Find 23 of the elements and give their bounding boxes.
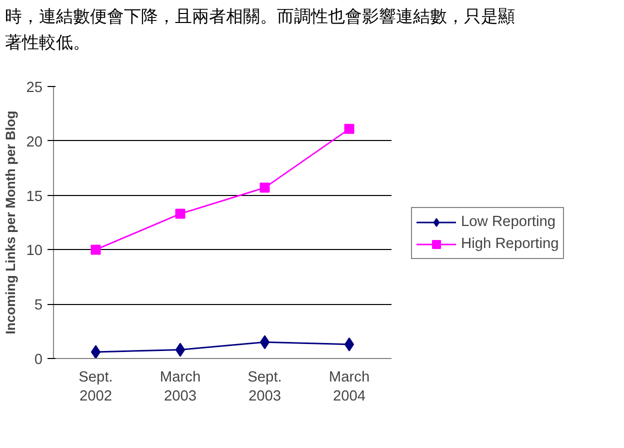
text: 著性較低。 bbox=[5, 32, 90, 52]
point bbox=[175, 208, 186, 219]
point bbox=[344, 337, 354, 352]
x-tick-label: Sept. 2003 bbox=[248, 370, 282, 405]
point bbox=[344, 124, 354, 134]
y-tick-label: 15 bbox=[26, 188, 43, 205]
x-tick-label: March 2004 bbox=[328, 370, 370, 405]
point bbox=[260, 335, 270, 350]
legend-label: Low Reporting bbox=[461, 214, 556, 230]
point bbox=[260, 182, 270, 193]
y-tick-label: 0 bbox=[34, 352, 43, 368]
y-tick-label: 10 bbox=[26, 243, 43, 260]
y-axis-title: Incoming Links per Month per Blog bbox=[3, 110, 18, 334]
legend-label: High Reporting bbox=[461, 236, 559, 252]
y-tick-label: 20 bbox=[26, 134, 43, 150]
y-tick-label: 5 bbox=[34, 298, 43, 314]
x-tick-label: Sept. 2002 bbox=[78, 370, 113, 405]
point bbox=[90, 344, 101, 358]
text: 時，連結數便會下降，且兩者相關。而調性也會影響連結數，只是顯 bbox=[5, 7, 515, 27]
y-tick-label: 25 bbox=[26, 80, 43, 96]
point bbox=[175, 342, 186, 357]
point bbox=[90, 244, 101, 255]
x-tick-label: March 2003 bbox=[160, 370, 201, 405]
